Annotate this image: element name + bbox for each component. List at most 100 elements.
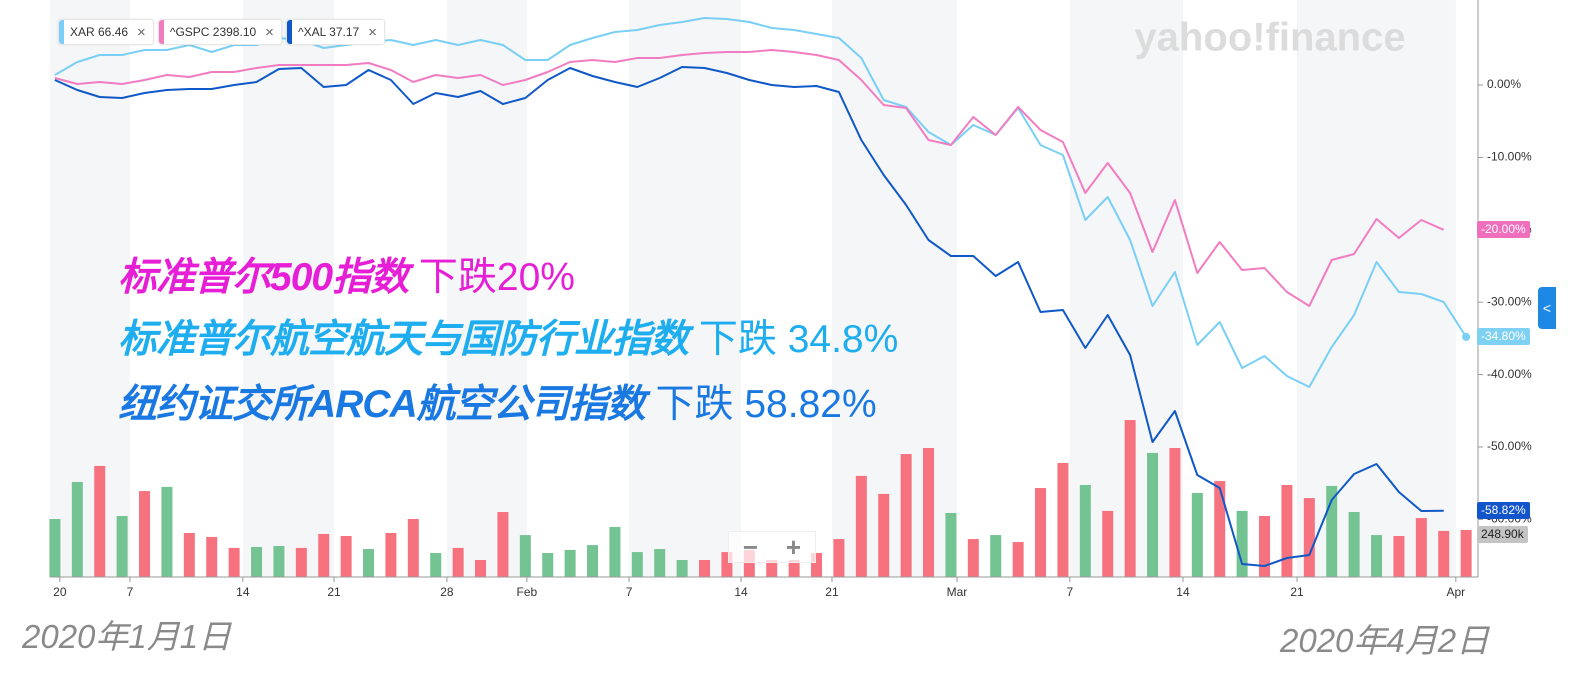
x-tick-label: 28 (440, 585, 454, 599)
legend-swatch (59, 20, 64, 44)
legend-label: ^XAL 37.17 (297, 25, 360, 39)
zoom-out-button[interactable]: − (742, 532, 759, 562)
series-line (54, 49, 1445, 307)
volume-bar (923, 447, 935, 577)
volume-bar (1236, 510, 1248, 577)
volume-bar (788, 560, 800, 577)
y-tick-label: 0.00% (1487, 77, 1521, 91)
volume-bar (855, 475, 867, 577)
x-tick-label: 7 (127, 585, 134, 599)
volume-bar (1057, 462, 1069, 577)
volume-bar (206, 536, 218, 577)
annotation-index-name: 标准普尔航空航天与国防行业指数 (118, 318, 689, 361)
volume-bar (183, 532, 195, 577)
annotation: 纽约证交所ARCA航空公司指数 下跌 58.82% (118, 385, 877, 424)
volume-bar (228, 547, 240, 577)
volume-bar (1460, 529, 1472, 577)
annotation-index-name: 纽约证交所ARCA航空公司指数 (118, 383, 646, 426)
volume-bar (363, 549, 375, 577)
volume-bar (116, 515, 128, 577)
volume-bar (699, 560, 711, 577)
volume-bar (631, 552, 643, 577)
background-band (242, 0, 335, 577)
legend-swatch (286, 20, 292, 44)
volume-bar (945, 512, 957, 577)
volume-bar (1214, 481, 1226, 577)
annotation: 标准普尔500指数 下跌20% (118, 258, 575, 297)
volume-bar (833, 539, 845, 577)
volume-bar (251, 546, 263, 577)
value-tag: -58.82% (1477, 501, 1530, 519)
x-tick-label: 14 (1176, 585, 1190, 599)
volume-bar (1012, 542, 1024, 577)
volume-bar (49, 519, 61, 577)
volume-bar (676, 560, 688, 577)
volume-bar (766, 560, 778, 577)
volume-bars (49, 420, 1472, 577)
annotation-change: 下跌 58.82% (655, 383, 877, 426)
series-line (54, 66, 1444, 567)
volume-bar (1281, 485, 1293, 577)
x-tick-label: 20 (53, 585, 67, 599)
volume-bar (71, 481, 83, 577)
volume-bar (94, 465, 106, 577)
x-tick-label: Mar (947, 585, 968, 599)
end-dot (1462, 332, 1471, 341)
volume-bar (430, 553, 442, 577)
x-tick-label: 7 (626, 585, 633, 599)
x-tick-label: 7 (1067, 585, 1074, 599)
volume-bar (1259, 515, 1271, 577)
volume-bar (967, 539, 979, 577)
volume-bar (161, 486, 173, 577)
volume-bar (542, 553, 554, 577)
y-tick-label: -50.00% (1487, 439, 1532, 453)
volume-bar (811, 553, 823, 577)
legend-label: XAR 66.46 (70, 25, 129, 39)
side-panel-toggle[interactable]: < (1538, 287, 1556, 329)
volume-bar (1348, 512, 1360, 577)
axes: 0.00% -10.00% -20.00% -30.00% -40.00% -50.00%… (50, 0, 1532, 599)
volume-bar (587, 545, 599, 577)
volume-bar (721, 552, 733, 577)
x-tick-label: Feb (517, 585, 538, 599)
volume-bar (564, 549, 576, 577)
volume-bar (273, 546, 285, 577)
legend-remove[interactable]: × (265, 23, 274, 41)
zoom-controls: − + (728, 531, 816, 563)
zoom-in-button[interactable]: + (785, 532, 802, 562)
volume-bar (654, 549, 666, 577)
volume-bar (475, 560, 487, 577)
volume-bar (1191, 492, 1203, 577)
volume-bar (452, 547, 464, 577)
volume-bar (1169, 447, 1181, 577)
legend-remove[interactable]: × (368, 23, 377, 41)
legend-swatch (158, 20, 164, 44)
y-tick-label: -30.00% (1487, 294, 1532, 308)
volume-bar (295, 547, 307, 577)
volume-bar (139, 491, 151, 577)
x-tick-label: 14 (236, 585, 250, 599)
annotation: 标准普尔航空航天与国防行业指数 下跌 34.8% (118, 320, 898, 359)
volume-bar (1393, 536, 1405, 577)
watermark: yahoo!finance (1134, 16, 1405, 60)
start-date: 2020年1月1日 (22, 618, 232, 655)
volume-bar (318, 533, 330, 577)
legend-label: ^GSPC 2398.10 (169, 25, 257, 39)
volume-bar (519, 535, 531, 577)
x-tick-label: Apr (1446, 585, 1465, 599)
volume-tag: 248.90k (1477, 525, 1528, 543)
volume-bar (1102, 510, 1114, 577)
volume-bar (407, 519, 419, 577)
legend-item: ^GSPC 2398.10 × (157, 19, 282, 45)
end-date: 2020年4月2日 (1280, 622, 1490, 659)
volume-bar (1124, 420, 1136, 577)
background-band (831, 0, 957, 577)
x-tick-label: 21 (327, 585, 341, 599)
x-tick-label: 14 (734, 585, 748, 599)
volume-bar (900, 454, 912, 577)
legend-remove[interactable]: × (137, 23, 146, 41)
legend-item: XAR 66.46 × (58, 19, 154, 45)
background-band (1297, 0, 1456, 577)
legend: XAR 66.46 × ^GSPC 2398.10 × ^XAL 37.17 × (58, 19, 385, 45)
